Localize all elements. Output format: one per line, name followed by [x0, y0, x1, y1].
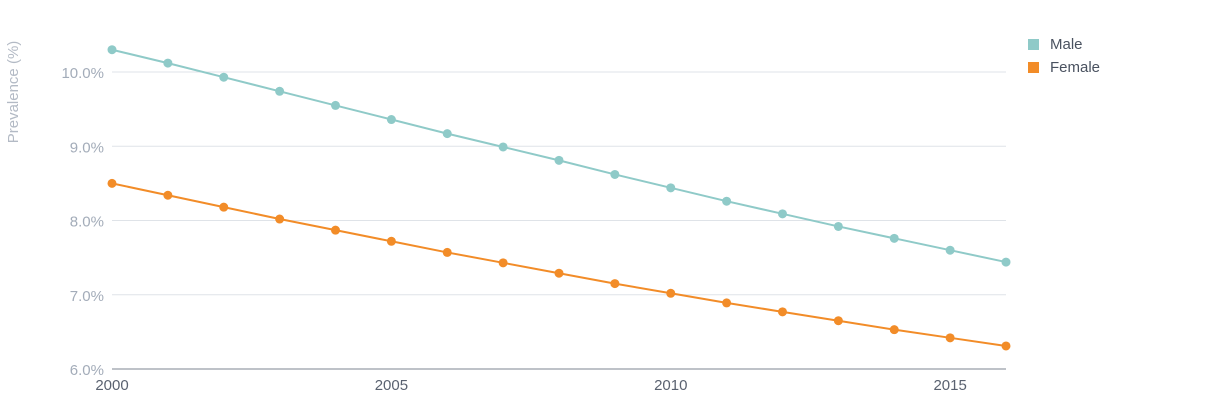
y-tick-label: 10.0% [61, 65, 104, 82]
data-point-male [498, 142, 508, 152]
data-point-female [722, 298, 732, 308]
data-point-female [945, 333, 955, 343]
data-point-male [275, 86, 285, 96]
x-tick-label: 2010 [654, 377, 687, 394]
data-point-male [778, 209, 787, 219]
data-point-female [554, 268, 564, 278]
data-point-male [554, 155, 564, 165]
legend-label-female: Female [1050, 59, 1101, 76]
data-point-male [945, 245, 955, 255]
legend-swatch-male [1028, 39, 1039, 50]
data-point-female [275, 214, 285, 224]
x-axis-ticks: 2000 2005 2010 2015 [95, 377, 967, 394]
series-line-female [111, 182, 1007, 347]
data-point-male [833, 221, 843, 231]
data-point-male [219, 72, 229, 82]
data-point-male [107, 45, 117, 55]
data-point-male [722, 196, 732, 206]
legend-item-female[interactable]: Female [1028, 56, 1100, 79]
x-tick-label: 2000 [95, 377, 128, 394]
data-point-male [331, 100, 340, 110]
data-point-female [331, 225, 340, 235]
legend: Male Female [1028, 33, 1100, 79]
gridlines [112, 71, 1006, 296]
data-point-female [1001, 341, 1011, 351]
data-point-male [889, 233, 899, 243]
data-point-male [386, 115, 396, 125]
data-point-male [610, 169, 620, 179]
x-tick-label: 2005 [375, 377, 408, 394]
data-point-female [833, 316, 843, 326]
data-point-male [163, 58, 173, 68]
data-point-female [219, 202, 229, 212]
y-tick-label: 8.0% [70, 214, 104, 231]
data-point-female [386, 236, 396, 246]
data-point-female [778, 307, 787, 317]
y-tick-label: 9.0% [70, 139, 104, 156]
data-point-female [889, 325, 899, 335]
data-point-female [498, 258, 508, 268]
data-point-male [1001, 257, 1011, 267]
data-point-female [666, 288, 676, 298]
y-axis-label: Prevalence (%) [5, 41, 22, 144]
data-point-female [610, 279, 620, 289]
legend-label-male: Male [1050, 36, 1083, 53]
data-point-male [666, 183, 676, 193]
y-tick-label: 7.0% [70, 288, 104, 305]
legend-item-male[interactable]: Male [1028, 33, 1100, 56]
data-point-female [107, 178, 117, 188]
data-point-female [163, 190, 173, 200]
legend-swatch-female [1028, 62, 1039, 73]
y-axis-ticks: 6.0% 7.0% 8.0% 9.0% 10.0% [61, 65, 104, 379]
y-tick-label: 6.0% [70, 362, 104, 379]
series-group [107, 45, 1011, 351]
data-point-male [442, 129, 452, 139]
data-point-female [442, 247, 452, 257]
x-tick-label: 2015 [933, 377, 966, 394]
